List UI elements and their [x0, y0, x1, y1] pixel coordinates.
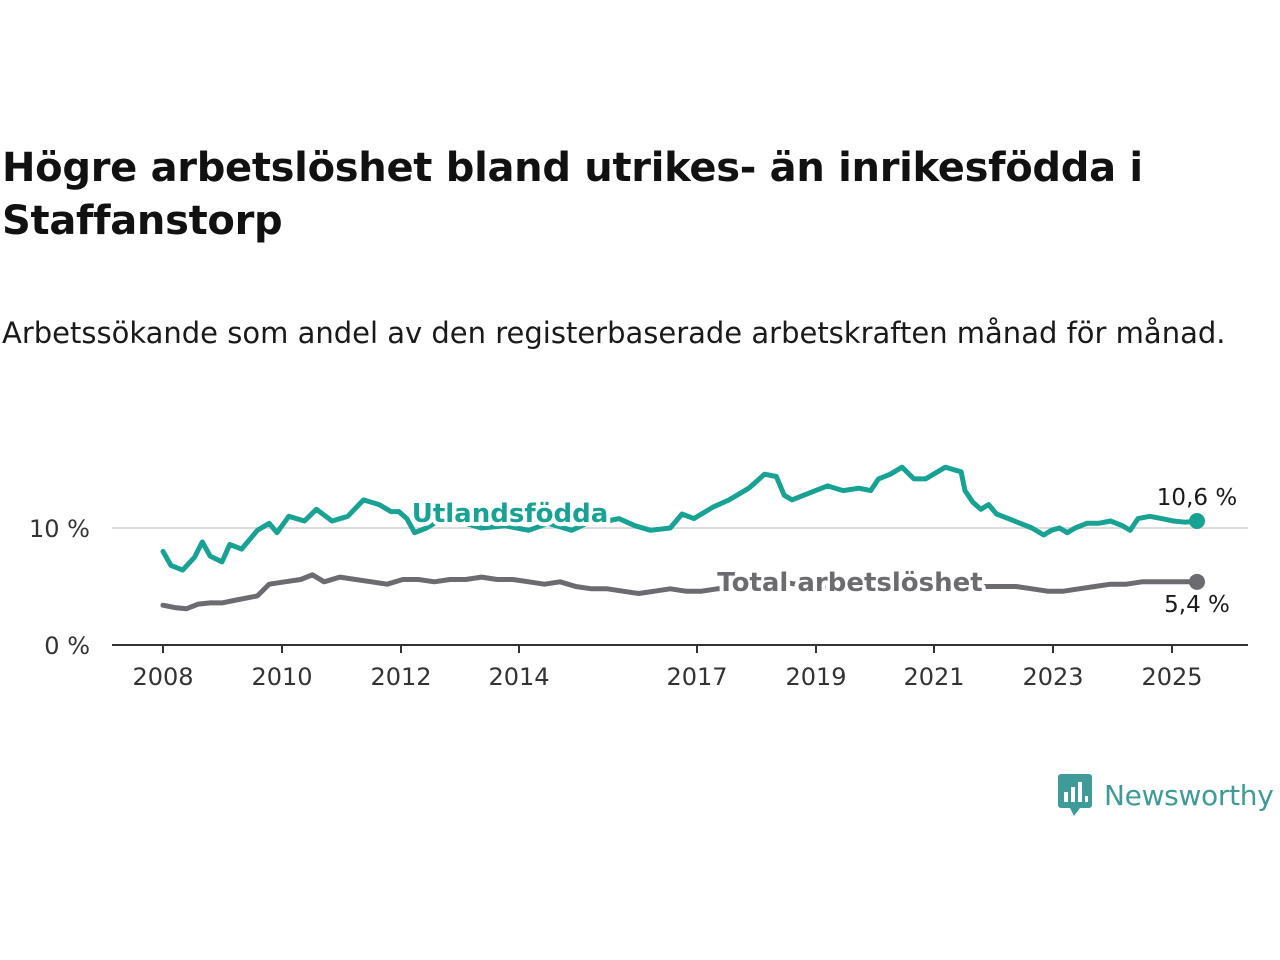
end-value-label: 10,6 % [1157, 485, 1237, 511]
series-end-point [1189, 512, 1205, 529]
y-tick-label: 0 % [44, 632, 90, 660]
series-line [160, 572, 1200, 612]
series-lines [160, 464, 1205, 612]
end-value-label: 5,4 % [1164, 592, 1230, 618]
series-line [160, 464, 1200, 573]
x-tick-label: 2008 [132, 663, 193, 691]
series-label-halo: Total arbetslöshet [717, 568, 982, 598]
series-label: Utlandsfödda [412, 499, 609, 529]
chart-title: Högre arbetslöshet bland utrikes- än inr… [2, 145, 1143, 244]
x-tick-label: 2017 [666, 663, 727, 691]
y-axis-ticks: 0 % 10 % [29, 515, 90, 660]
x-tick-label: 2012 [370, 663, 431, 691]
x-tick-label: 2010 [251, 663, 312, 691]
series-label-halo: Utlandsfödda [412, 499, 609, 529]
newsworthy-logo: Newsworthy [1058, 772, 1274, 818]
x-tick-label: 2025 [1141, 663, 1202, 691]
x-tick-label: 2019 [785, 663, 846, 691]
x-tick-label: 2014 [488, 663, 549, 691]
y-tick-label: 10 % [29, 515, 90, 543]
bar-chart-logo-icon [1058, 774, 1092, 816]
series-label: Total arbetslöshet [717, 568, 982, 598]
brand-name: Newsworthy [1104, 778, 1274, 812]
x-tick-label: 2023 [1022, 663, 1083, 691]
x-axis: 2008 2010 2012 2014 2017 2019 2021 2023 2025 [112, 644, 1248, 691]
chart-subtitle: Arbetssökande som andel av den registerb… [2, 316, 1226, 350]
line-chart: 0 % 10 % 2008 2010 2012 2014 2017 2019 2021 2023… [29, 464, 1248, 691]
x-tick-label: 2021 [903, 663, 964, 691]
series-end-point [1189, 573, 1205, 590]
